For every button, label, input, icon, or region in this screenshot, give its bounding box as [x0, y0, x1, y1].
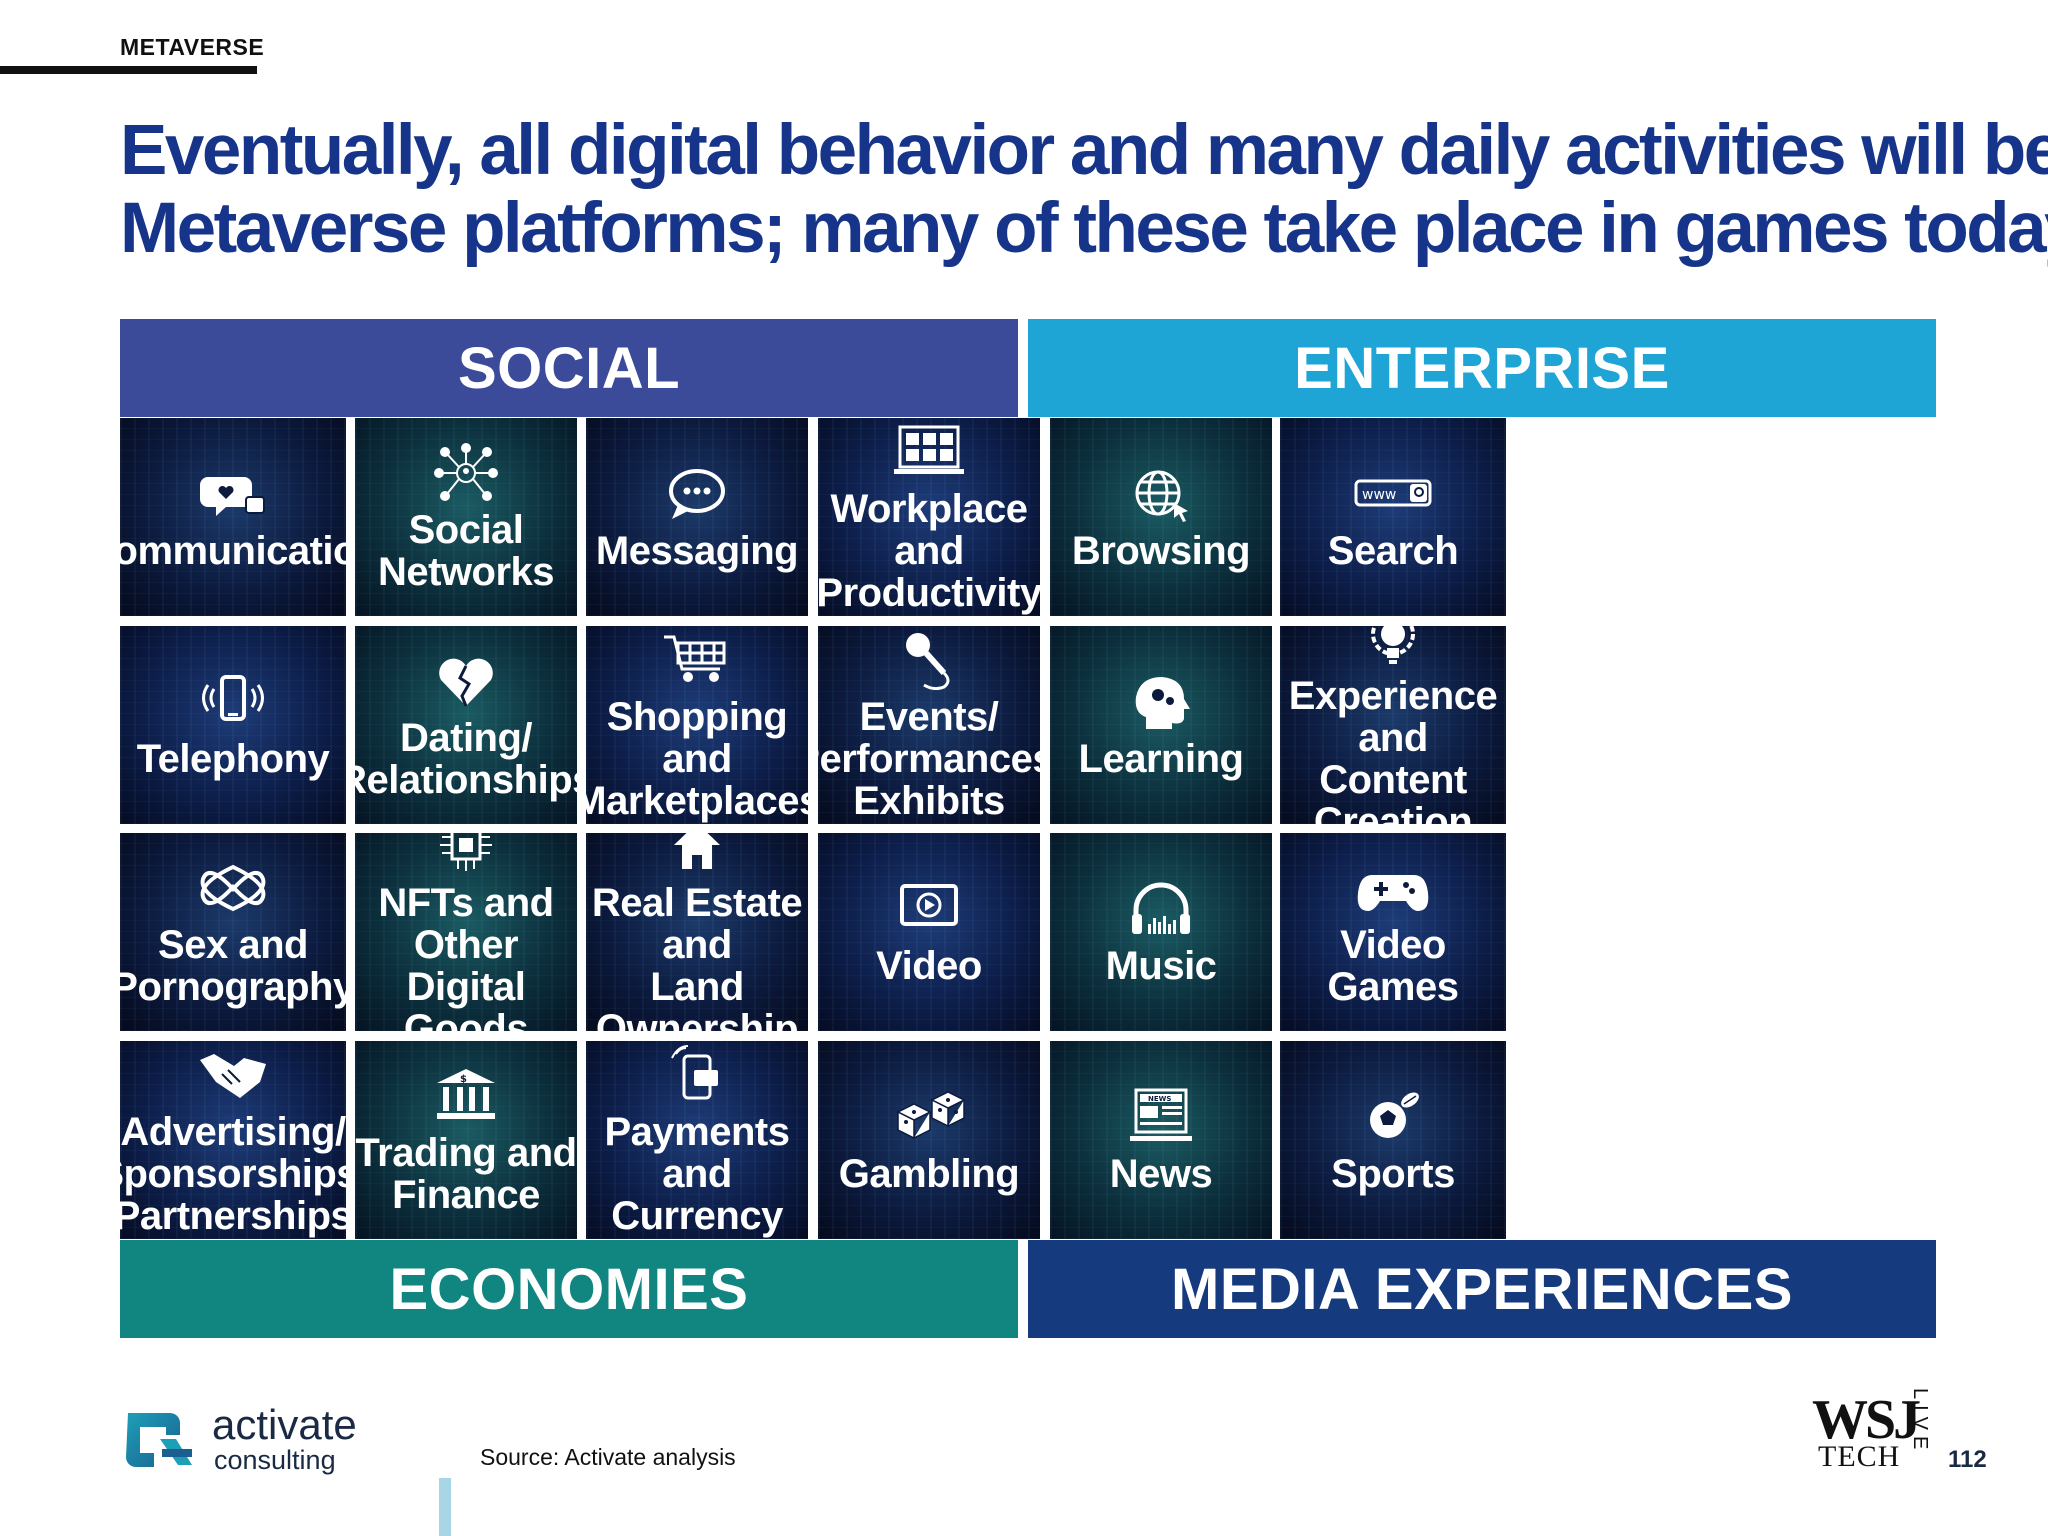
play-screen-icon: [890, 877, 968, 939]
section-rule: [0, 66, 257, 74]
dice-icon: [890, 1085, 968, 1147]
tile-sex-and-pornography: Sex and Pornography: [120, 833, 346, 1031]
quadrant-header-social: SOCIAL: [120, 319, 1018, 417]
tile-label: Learning: [1078, 737, 1244, 781]
tile-label: Sports: [1331, 1152, 1455, 1196]
tile-label: Real Estate and Land Ownership: [591, 881, 803, 1031]
svg-text:$: $: [460, 1074, 467, 1085]
tile-label: Workplace and Productivity: [818, 487, 1040, 615]
gamepad-icon: [1354, 856, 1432, 918]
tile-experience-and-content-creation: Experience and Content Creation: [1280, 626, 1506, 824]
news-icon: NEWS: [1122, 1085, 1200, 1147]
tile-sports: Sports: [1280, 1041, 1506, 1239]
tile-nfts-and-other-digital-goods: NFTs and Other Digital Goods: [355, 833, 577, 1031]
title-line-2: Metaverse platforms; many of these take …: [120, 189, 2048, 268]
tile-label: Events/ Performances/ Exhibits: [818, 695, 1040, 823]
metaverse-activity-grid: SOCIAL ENTERPRISE ECONOMIES MEDIA EXPERI…: [120, 319, 1936, 1338]
tile-label: Gambling: [838, 1152, 1020, 1196]
tile-label: Browsing: [1071, 529, 1251, 573]
tile-communication: Communication: [120, 418, 346, 616]
tile-events-performances-exhibits: Events/ Performances/ Exhibits: [818, 626, 1040, 824]
tile-news: NEWS News: [1050, 1041, 1272, 1239]
tile-label: Music: [1105, 944, 1217, 988]
quadrant-header-economies: ECONOMIES: [120, 1240, 1018, 1338]
headphones-icon: [1122, 877, 1200, 939]
network-people-icon: [427, 441, 505, 503]
tile-advertising-sponsorships-partnerships: Advertising/ Sponsorships/ Partnerships: [120, 1041, 346, 1239]
speech-bubble-icon: [658, 462, 736, 524]
tile-messaging: Messaging: [586, 418, 808, 616]
activate-logo-icon: [126, 1413, 192, 1467]
section-label: METAVERSE: [120, 34, 265, 60]
tile-label: Social Networks: [377, 508, 555, 594]
globe-cursor-icon: [1122, 462, 1200, 524]
tile-label: Dating/ Relationships: [355, 716, 577, 802]
tile-trading-and-finance: $ Trading and Finance: [355, 1041, 577, 1239]
tile-label: Messaging: [595, 529, 799, 573]
microphone-icon: [890, 628, 968, 691]
logo-subtitle: consulting: [214, 1445, 336, 1475]
wsj-tech-label: TECH: [1818, 1440, 1901, 1473]
tile-label: News: [1109, 1152, 1213, 1196]
tile-label: Video: [876, 944, 982, 988]
tile-label: Advertising/ Sponsorships/ Partnerships: [120, 1110, 346, 1238]
tile-video: Video: [818, 833, 1040, 1031]
search-bar-icon: www: [1354, 462, 1432, 524]
bank-icon: $: [427, 1064, 505, 1126]
quadrant-header-enterprise: ENTERPRISE: [1028, 319, 1936, 417]
tile-real-estate-and-land-ownership: Real Estate and Land Ownership: [586, 833, 808, 1031]
tile-browsing: Browsing: [1050, 418, 1272, 616]
lightbulb-gear-icon: [1354, 626, 1432, 669]
svg-text:NEWS: NEWS: [1148, 1095, 1171, 1103]
broken-heart-icon: [427, 649, 505, 711]
mobile-payment-icon: [658, 1043, 736, 1105]
tile-learning: Learning: [1050, 626, 1272, 824]
chip-icon: [427, 833, 505, 876]
tile-label: Experience and Content Creation: [1288, 674, 1498, 824]
tile-label: Trading and Finance: [355, 1131, 577, 1217]
tile-music: Music: [1050, 833, 1272, 1031]
page-title: Eventually, all digital behavior and man…: [120, 111, 2048, 268]
tile-shopping-and-marketplaces: Shopping and Marketplaces: [586, 626, 808, 824]
title-line-1: Eventually, all digital behavior and man…: [120, 111, 2048, 190]
quadrant-header-media-experiences: MEDIA EXPERIENCES: [1028, 1240, 1936, 1338]
head-gears-icon: [1122, 670, 1200, 732]
tile-gambling: Gambling: [818, 1041, 1040, 1239]
tile-payments-and-currency: Payments and Currency: [586, 1041, 808, 1239]
handshake-icon: [194, 1043, 272, 1105]
tile-label: Payments and Currency: [604, 1110, 790, 1238]
svg-text:www: www: [1362, 487, 1396, 503]
source-note: Source: Activate analysis: [480, 1444, 736, 1470]
video-conference-icon: [890, 420, 968, 482]
tile-dating-relationships: Dating/ Relationships: [355, 626, 577, 824]
intertwined-hearts-icon: [194, 856, 272, 918]
tile-social-networks: Social Networks: [355, 418, 577, 616]
tile-label: Telephony: [136, 737, 330, 781]
tile-workplace-and-productivity: Workplace and Productivity: [818, 418, 1040, 616]
tile-telephony: Telephony: [120, 626, 346, 824]
tile-label: Search: [1327, 529, 1459, 573]
footer-accent-bar: [439, 1478, 451, 1536]
wsj-live-label: LIVE: [1909, 1388, 1931, 1456]
activate-consulting-logo: activate consulting: [120, 1401, 420, 1475]
tile-label: Shopping and Marketplaces: [586, 695, 808, 823]
wsj-tech-live-logo: WSJ TECH LIVE: [1808, 1388, 1931, 1473]
chat-heart-like-icon: [194, 462, 272, 524]
tile-label: Video Games: [1327, 923, 1459, 1009]
sports-ball-icon: [1354, 1085, 1432, 1147]
shopping-cart-icon: [658, 628, 736, 690]
wsj-wordmark: WSJ: [1812, 1389, 1921, 1451]
house-icon: [658, 833, 736, 876]
page-number: 112: [1948, 1446, 1987, 1473]
tile-label: NFTs and Other Digital Goods: [378, 881, 554, 1031]
tile-label: Sex and Pornography: [120, 923, 346, 1009]
tile-search: www Search: [1280, 418, 1506, 616]
logo-wordmark: activate: [212, 1401, 357, 1448]
phone-ringing-icon: [194, 670, 272, 732]
tile-label: Communication: [120, 529, 346, 573]
tile-video-games: Video Games: [1280, 833, 1506, 1031]
